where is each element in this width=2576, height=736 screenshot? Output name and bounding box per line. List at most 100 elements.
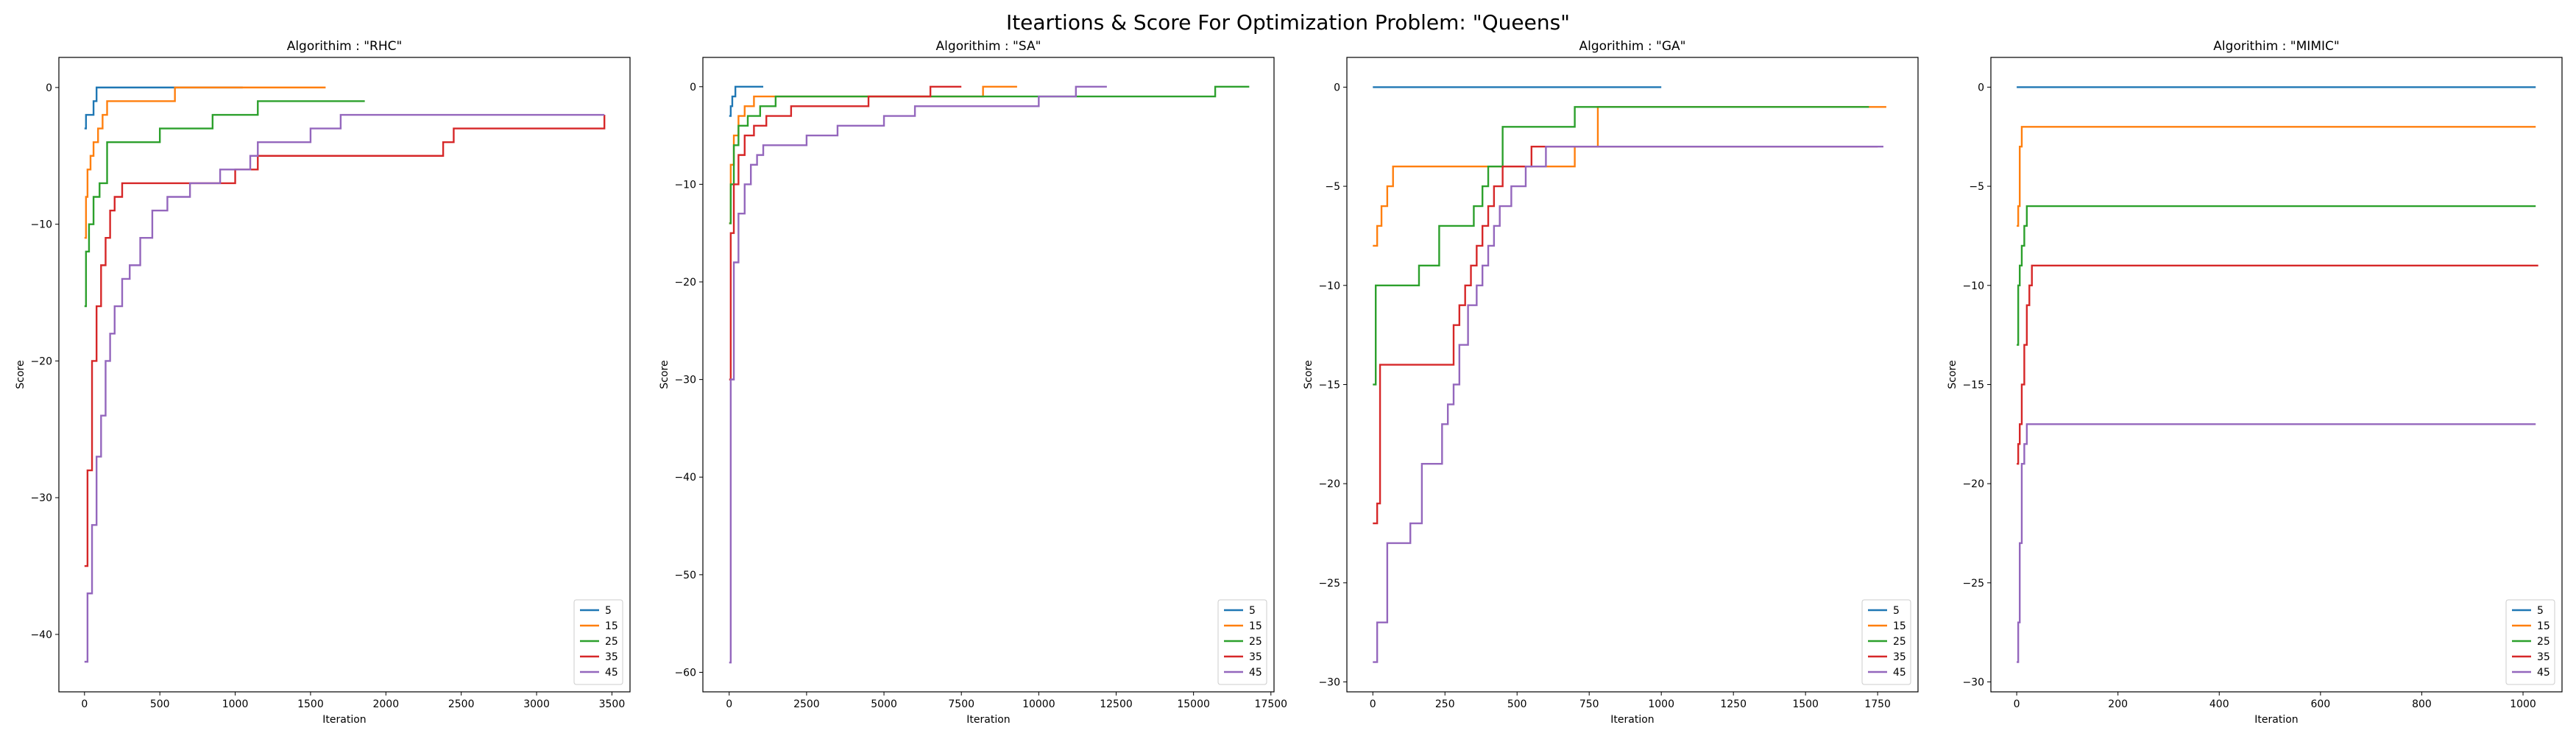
subplot-1: Algorithim : "SA" 0 2500 5000 7500 10000 12500…	[659, 39, 1287, 726]
y-tick-label: −20	[674, 277, 696, 289]
x-tick-label: 1500	[1792, 698, 1819, 710]
y-tick-label: −25	[1318, 578, 1340, 590]
legend-label: 35	[1893, 651, 1906, 663]
subplot-2: Algorithim : "GA"0 250 500 750 1000 1250 1500 1…	[1303, 39, 1919, 726]
legend-label: 5	[605, 605, 612, 617]
legend-label: 15	[1249, 620, 1262, 632]
y-tick-label: −5	[1325, 181, 1340, 193]
x-tick-label: 2000	[372, 698, 399, 710]
x-tick-label: 0	[81, 698, 88, 710]
series-line-25	[84, 100, 365, 308]
x-tick-label: 200	[2108, 698, 2128, 710]
legend-box	[1861, 599, 1911, 685]
series-line-45	[84, 113, 605, 663]
x-tick-label: 15000	[1177, 698, 1210, 710]
plot-frame	[702, 57, 1275, 693]
legend-box	[573, 599, 623, 685]
x-tick-label: 0	[1370, 698, 1376, 710]
x-tick-label: 750	[1579, 698, 1599, 710]
series-line-25	[2017, 205, 2536, 346]
x-tick-label: 500	[1507, 698, 1527, 710]
subplot-title: Algorithim : "SA"	[936, 39, 1041, 54]
y-tick-label: −15	[1318, 379, 1340, 391]
legend-label: 5	[1893, 605, 1900, 617]
y-axis-label: Score	[659, 360, 670, 389]
series-line-35	[1373, 146, 1878, 525]
y-tick-label: 0	[690, 82, 696, 93]
y-tick-label: 0	[1334, 82, 1340, 93]
y-tick-label: −10	[1318, 280, 1340, 292]
subplot-3: Algorithim : "MIMIC" 0 200 400 600 800 1000 0 −5…	[1947, 39, 2563, 726]
series-line-45	[2017, 423, 2536, 663]
y-tick-label: −20	[1318, 478, 1340, 490]
series-line-35	[84, 115, 606, 567]
series-line-15	[84, 86, 326, 239]
x-tick-label: 250	[1435, 698, 1455, 710]
x-tick-label: 800	[2412, 698, 2432, 710]
y-tick-label: −50	[674, 570, 696, 581]
y-tick-label: −30	[30, 492, 52, 504]
subplot-title: Algorithim : "MIMIC"	[2213, 39, 2339, 54]
legend-label: 25	[1249, 636, 1262, 648]
y-axis-label: Score	[15, 360, 26, 389]
y-tick-label: −30	[1962, 677, 1984, 689]
legend: 5 15 25 35 45	[1861, 599, 1911, 685]
y-tick-label: −15	[1962, 379, 1984, 391]
x-tick-label: 10000	[1022, 698, 1055, 710]
plot-frame	[1346, 57, 1919, 693]
legend-box	[1217, 599, 1267, 685]
x-tick-label: 2500	[448, 698, 475, 710]
legend-label: 45	[1249, 667, 1262, 679]
series-line-25	[729, 85, 1250, 224]
x-tick-label: 0	[726, 698, 732, 710]
legend-label: 15	[2537, 620, 2550, 632]
y-tick-label: −30	[1318, 677, 1340, 689]
legend: 5 15 25 35 45	[573, 599, 623, 685]
y-tick-label: −20	[30, 355, 52, 367]
legend-label: 45	[2537, 667, 2550, 679]
y-axis-label: Score	[1303, 360, 1314, 389]
x-tick-label: 0	[2014, 698, 2020, 710]
x-axis-label: Iteration	[322, 714, 366, 726]
y-tick-label: −60	[674, 667, 696, 679]
x-tick-label: 3500	[599, 698, 626, 710]
series-line-25	[1373, 106, 1869, 386]
legend-label: 25	[2537, 636, 2550, 648]
legend-label: 35	[1249, 651, 1262, 663]
legend-label: 5	[2537, 605, 2544, 617]
plot-frame	[58, 57, 631, 693]
legend-label: 25	[605, 636, 618, 648]
x-tick-label: 2500	[793, 698, 820, 710]
y-tick-label: −40	[674, 472, 696, 484]
x-tick-label: 5000	[871, 698, 897, 710]
x-axis-label: Iteration	[966, 714, 1010, 726]
y-tick-label: 0	[1978, 82, 1984, 93]
legend-label: 35	[605, 651, 618, 663]
x-tick-label: 12500	[1100, 698, 1133, 710]
x-tick-label: 3000	[523, 698, 550, 710]
plot-frame	[1990, 57, 2563, 693]
y-tick-label: −30	[674, 375, 696, 386]
legend-label: 5	[1249, 605, 1256, 617]
x-tick-label: 400	[2209, 698, 2229, 710]
legend: 5 15 25 35 45	[1217, 599, 1267, 685]
y-tick-label: −10	[1962, 280, 1984, 292]
series-line-5	[84, 86, 243, 130]
x-axis-label: Iteration	[1610, 714, 1654, 726]
x-tick-label: 7500	[948, 698, 974, 710]
legend-label: 15	[605, 620, 618, 632]
series-line-35	[729, 85, 962, 381]
y-tick-label: 0	[46, 82, 52, 94]
y-tick-label: −20	[1962, 478, 1984, 490]
x-tick-label: 1000	[2510, 698, 2536, 710]
x-tick-label: 17500	[1255, 698, 1288, 710]
x-tick-label: 1750	[1864, 698, 1891, 710]
y-tick-label: −10	[674, 179, 696, 191]
y-tick-label: −40	[30, 629, 52, 641]
series-line-45	[1373, 146, 1883, 663]
y-tick-label: −25	[1962, 578, 1984, 590]
x-axis-label: Iteration	[2254, 714, 2298, 726]
subplot-title: Algorithim : "RHC"	[287, 39, 403, 54]
